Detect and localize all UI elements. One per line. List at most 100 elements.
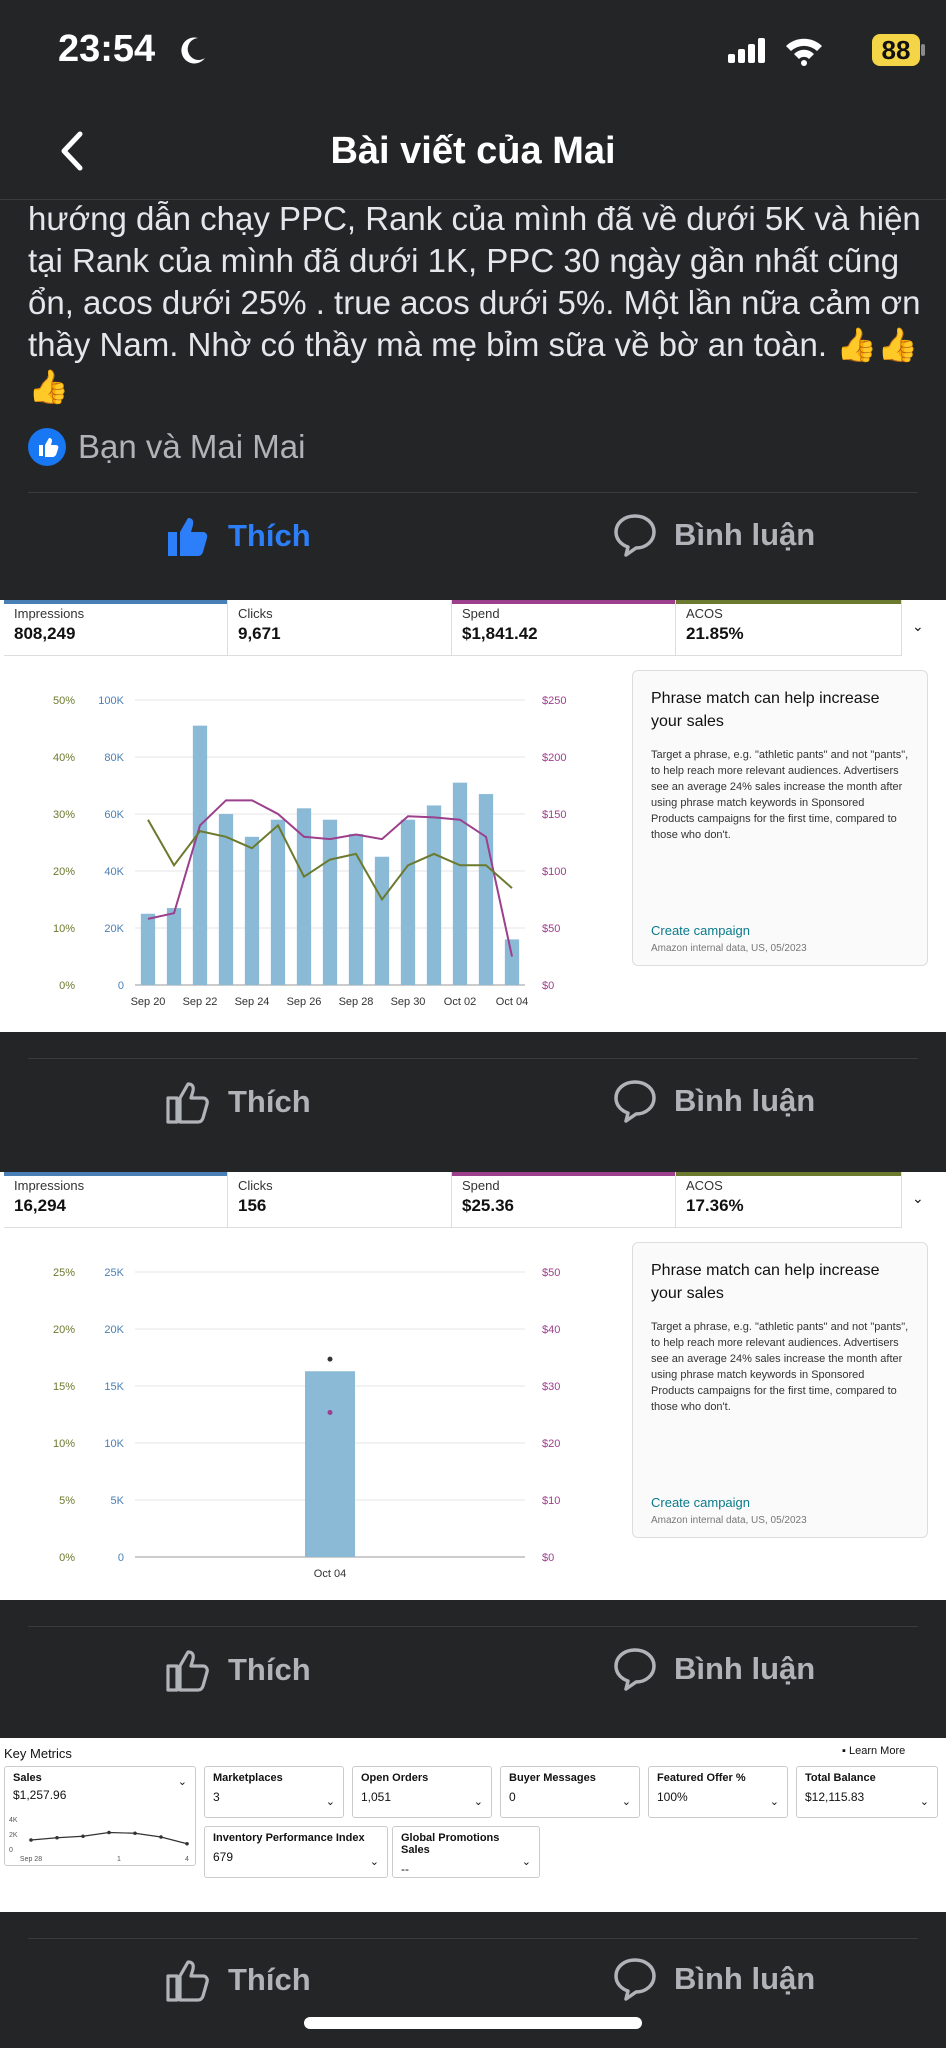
impressions-bar: [270, 819, 286, 985]
metric-label: Spend: [462, 1178, 500, 1193]
key-metric-value: 679: [213, 1850, 234, 1864]
comment-button[interactable]: Bình luận: [612, 512, 815, 558]
sales-x-tick: Sep 28: [20, 1856, 42, 1863]
y-pct-tick-label: 30%: [53, 809, 75, 821]
ads-dashboard-screenshot: Impressions 808,249 Clicks 9,671 Spend $1,8…: [0, 600, 946, 1032]
chevron-down-icon: ⌄: [919, 1796, 929, 1808]
key-metric-label: Open Orders: [361, 1772, 429, 1784]
chart-1: 50% 100K $250 40% 80K $200 30% 60K $150 20% 40K $10…: [53, 695, 567, 1008]
comment-button[interactable]: Bình luận: [612, 1646, 815, 1692]
wifi-icon: [786, 38, 822, 66]
y-right-tick-label: $20: [542, 1438, 560, 1450]
back-chevron-icon[interactable]: [56, 130, 86, 172]
metric-tile: Spend $25.36: [452, 1172, 676, 1228]
create-campaign-link[interactable]: Create campaign: [651, 1495, 750, 1510]
y-right-tick-label: $100: [542, 866, 566, 878]
like-button[interactable]: Thích: [164, 1956, 311, 2004]
divider: [28, 1058, 918, 1059]
impressions-bar: [296, 808, 312, 985]
y-pct-tick-label: 20%: [53, 1324, 75, 1336]
sales-x-tick: 4: [185, 1856, 189, 1863]
key-metric-tile[interactable]: Total Balance $12,115.83 ⌄: [796, 1766, 938, 1818]
home-indicator[interactable]: [304, 2017, 642, 2029]
metric-color-bar: [676, 1172, 901, 1176]
impressions-bar: [140, 913, 156, 985]
signal-icon: [728, 38, 765, 63]
chevron-down-icon[interactable]: ⌄: [912, 1190, 924, 1206]
y-pct-tick-label: 20%: [53, 866, 75, 878]
learn-more-link[interactable]: ▪ Learn More: [842, 1745, 906, 1757]
key-metric-tile[interactable]: Inventory Performance Index 679 ⌄: [204, 1826, 388, 1878]
sales-point: [107, 1830, 111, 1835]
promo-heading: Phrase match can help increase your sale…: [651, 1262, 880, 1302]
chevron-down-icon: ⌄: [177, 1776, 187, 1788]
metric-value: 17.36%: [686, 1196, 744, 1215]
sales-y-tick: 4K: [9, 1817, 18, 1824]
sales-point: [133, 1831, 137, 1836]
impressions-bar: [218, 814, 234, 985]
like-label: Thích: [228, 1084, 311, 1119]
impressions-bar: [322, 819, 338, 985]
ads-dashboard-screenshot: Impressions 16,294 Clicks 156 Spend $25.36 …: [0, 1172, 946, 1600]
y-pct-tick-label: 10%: [53, 1438, 75, 1450]
comment-button[interactable]: Bình luận: [612, 1956, 815, 2002]
metric-value: 808,249: [14, 624, 76, 643]
key-metric-tile[interactable]: Global Promotions Sales -- ⌄: [392, 1826, 540, 1878]
metric-color-bar: [452, 1172, 675, 1176]
key-metric-tile[interactable]: Open Orders 1,051 ⌄: [352, 1766, 492, 1818]
impressions-bar: [426, 805, 442, 985]
sales-tile[interactable]: Sales ⌄ $1,257.96 4K 2K 0 Sep 28 1 4: [4, 1766, 196, 1866]
like-button[interactable]: Thích: [164, 1078, 311, 1126]
create-campaign-link[interactable]: Create campaign: [651, 923, 750, 938]
action-bar: Thích Bình luận: [0, 1064, 946, 1144]
x-tick-label: Oct 04: [314, 1568, 346, 1580]
action-bar: Thích Bình luận: [0, 498, 946, 578]
key-metrics-screenshot: Key Metrics ▪ Learn More Sales ⌄ $1,257.…: [0, 1738, 946, 1912]
sales-x-tick: 1: [117, 1856, 121, 1863]
y-left-tick-label: 40K: [104, 866, 124, 878]
comment-icon: [614, 1648, 656, 1691]
comment-button[interactable]: Bình luận: [612, 1078, 815, 1124]
impressions-bar: [166, 908, 182, 985]
key-metric-tile[interactable]: Marketplaces 3 ⌄: [204, 1766, 344, 1818]
key-metric-tile[interactable]: Buyer Messages 0 ⌄: [500, 1766, 640, 1818]
y-left-tick-label: 0: [118, 1552, 124, 1564]
action-bar: Thích Bình luận: [0, 1632, 946, 1712]
metric-color-bar: [4, 600, 227, 604]
y-right-tick-label: $10: [542, 1495, 560, 1507]
key-metric-tile[interactable]: Featured Offer % 100% ⌄: [648, 1766, 788, 1818]
impressions-bar: [452, 782, 468, 985]
comment-label: Bình luận: [674, 1651, 816, 1686]
status-bar: 23:54 88: [0, 0, 946, 100]
like-button[interactable]: Thích: [164, 512, 311, 560]
comment-label: Bình luận: [674, 1961, 816, 1996]
like-button[interactable]: Thích: [164, 1646, 311, 1694]
sales-value: $1,257.96: [13, 1788, 67, 1802]
like-label: Thích: [228, 1652, 311, 1687]
metric-label: Impressions: [14, 1178, 85, 1193]
sales-y-tick: 2K: [9, 1832, 18, 1839]
metric-label: ACOS: [686, 1178, 723, 1193]
sales-point: [81, 1834, 85, 1839]
key-metric-value: 3: [213, 1790, 220, 1804]
comment-icon: [614, 1080, 656, 1123]
key-metric-label: Marketplaces: [213, 1772, 283, 1784]
comment-icon: [614, 514, 656, 557]
acos-line: [147, 819, 513, 902]
chevron-down-icon[interactable]: ⌄: [912, 618, 924, 634]
y-left-tick-label: 20K: [104, 1324, 124, 1336]
y-left-tick-label: 20K: [104, 923, 124, 935]
sales-point: [185, 1841, 189, 1846]
y-right-tick-label: $200: [542, 752, 566, 764]
divider: [28, 1938, 918, 1939]
like-label: Thích: [228, 518, 311, 553]
metric-tile: Clicks 156: [228, 1172, 452, 1228]
reaction-summary[interactable]: Bạn và Mai Mai: [28, 428, 305, 466]
x-tick-label: Sep 26: [287, 996, 322, 1008]
y-right-tick-label: $0: [542, 980, 554, 992]
x-tick-label: Sep 20: [131, 996, 166, 1008]
x-tick-label: Sep 22: [183, 996, 218, 1008]
promo-note: Amazon internal data, US, 05/2023: [651, 1515, 807, 1526]
action-bar: Thích Bình luận: [0, 1942, 946, 2022]
x-tick-label: Oct 02: [444, 996, 476, 1008]
